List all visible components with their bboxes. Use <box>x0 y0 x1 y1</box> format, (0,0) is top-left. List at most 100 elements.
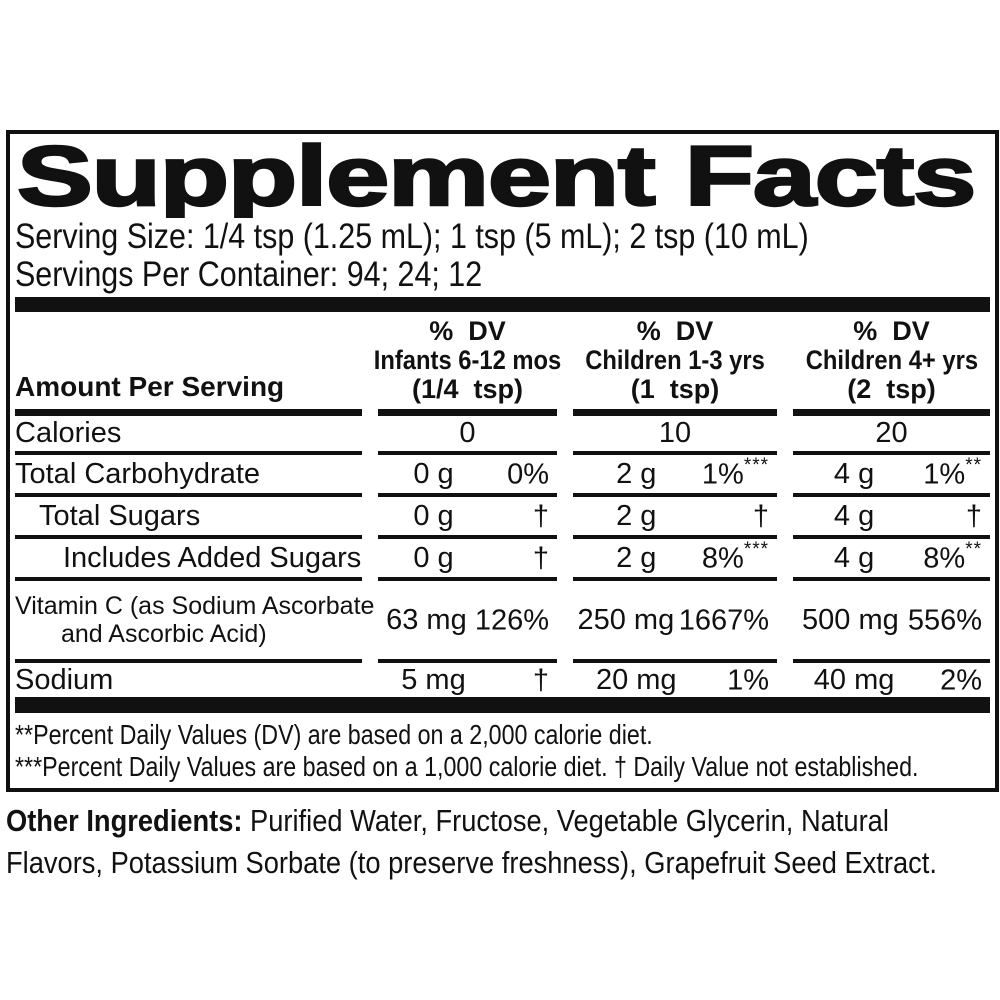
title-wrap: Supplement Facts <box>15 128 995 224</box>
group-label: Children 1-3 yrs <box>585 345 765 375</box>
amount: 4 g <box>833 499 875 532</box>
footnote-2000-calorie: **Percent Daily Values (DV) are based on… <box>15 719 828 751</box>
header-col-children-4plus: % DV Children 4+ yrs (2 tsp) <box>793 312 990 409</box>
dv-value: 1667% <box>678 604 769 637</box>
cell-children-1-3: 2 g 1%*** <box>573 451 777 493</box>
other-ingredients-label: Other Ingredients: <box>6 803 243 838</box>
header-amount-per-serving: Amount Per Serving <box>15 312 362 409</box>
table-row-includes-added-sugars: Includes Added Sugars 0 g † 2 g 8%*** 4 … <box>15 535 990 577</box>
amount: 4 g <box>833 457 875 490</box>
cell-children-1-3: 2 g 8%*** <box>573 535 777 577</box>
row-label-line2: and Ascorbic Acid) <box>61 620 267 648</box>
amount: 0 g <box>413 457 454 490</box>
amount: 2 g <box>616 541 657 574</box>
dv-value: † <box>532 500 549 533</box>
header-col-infants: % DV Infants 6-12 mos (1/4 tsp) <box>374 312 561 409</box>
serving-label: (1/4 tsp) <box>411 374 524 404</box>
table-row-vitamin-c: Vitamin C (as Sodium Ascorbate and Ascor… <box>15 577 990 659</box>
serving-size: Serving Size: 1/4 tsp (1.25 mL); 1 tsp (… <box>15 217 809 256</box>
header-col-children-1-3: % DV Children 1-3 yrs (1 tsp) <box>573 312 777 409</box>
dv-label: % DV <box>853 316 930 346</box>
footnote-marker: *** <box>743 538 769 560</box>
cell-children-4plus: 4 g 1%** <box>793 451 990 493</box>
servings-per-container: Servings Per Container: 94; 24; 12 <box>15 255 483 294</box>
footnote-text: Percent Daily Values (DV) are based on a… <box>33 719 653 750</box>
amount: 4 g <box>833 541 875 574</box>
cell-children-1-3: 2 g † <box>573 493 777 535</box>
amount: 0 g <box>413 541 454 574</box>
other-ingredients-line1: Purified Water, Fructose, Vegetable Glyc… <box>242 803 889 838</box>
cell-infants: 0 g 0% <box>378 451 557 493</box>
cell-children-1-3: 20 mg 1% <box>573 659 777 698</box>
amount: 63 mg <box>386 603 467 636</box>
cell-children-4plus: 4 g 8%** <box>793 535 990 577</box>
cell-children-4plus: 500 mg 556% <box>793 577 990 659</box>
divider-bar-bottom <box>15 697 990 713</box>
row-label: Total Sugars <box>39 499 201 532</box>
serving-label: (2 tsp) <box>847 374 936 404</box>
dv-value: 8% <box>701 542 744 575</box>
calories-infants: 0 <box>378 409 557 451</box>
group-label: Infants 6-12 mos <box>373 345 562 375</box>
calories-children-4plus: 20 <box>793 409 990 451</box>
dv-value: † <box>752 500 769 533</box>
row-label: Total Carbohydrate <box>15 457 261 490</box>
amount: 40 mg <box>813 663 895 696</box>
dv-value: † <box>532 664 549 697</box>
dv-value: 1% <box>727 664 769 697</box>
footnotes: **Percent Daily Values (DV) are based on… <box>15 719 995 783</box>
dv-value: 1% <box>701 458 744 491</box>
dv-value: † <box>532 542 549 575</box>
group-label: Children 4+ yrs <box>805 345 978 375</box>
table-row-sodium: Sodium 5 mg † 20 mg 1% 40 mg 2% <box>15 659 990 697</box>
amount: 2 g <box>616 499 657 532</box>
row-label-line1: Vitamin C (as Sodium Ascorbate <box>15 592 375 620</box>
amount: 250 mg <box>577 603 675 636</box>
dv-value: 2% <box>940 664 982 697</box>
footnote-1000-calorie: ***Percent Daily Values are based on a 1… <box>15 751 918 783</box>
dv-value: 8% <box>923 542 966 575</box>
amount: 500 mg <box>802 603 899 636</box>
page-title: Supplement Facts <box>17 138 975 218</box>
footnote-marker: *** <box>743 454 769 476</box>
row-label: Sodium <box>15 663 114 696</box>
table-header-row: Amount Per Serving % DV Infants 6-12 mos… <box>15 312 990 409</box>
dv-value: 556% <box>907 604 982 637</box>
footnote-marker: *** <box>15 751 43 782</box>
cell-children-4plus: 4 g † <box>793 493 990 535</box>
divider-bar-top <box>15 297 990 312</box>
table-row-total-carbohydrate: Total Carbohydrate 0 g 0% 2 g 1%*** 4 g … <box>15 451 990 493</box>
other-ingredients-section: Other Ingredients: Purified Water, Fruct… <box>6 800 998 884</box>
amount: 20 mg <box>595 663 677 696</box>
footnote-marker: ** <box>965 454 982 476</box>
footnote-marker: ** <box>15 719 34 750</box>
row-label: Calories <box>15 417 122 449</box>
cell-children-1-3: 250 mg 1667% <box>573 577 777 659</box>
footnote-text: Percent Daily Values are based on a 1,00… <box>42 751 919 782</box>
table-row-total-sugars: Total Sugars 0 g † 2 g † 4 g † <box>15 493 990 535</box>
dv-value: 0% <box>507 458 549 491</box>
footnote-marker: ** <box>965 538 982 560</box>
cell-infants: 63 mg 126% <box>378 577 557 659</box>
amount-per-serving-label: Amount Per Serving <box>15 371 285 402</box>
row-label: Includes Added Sugars <box>63 541 362 574</box>
dv-label: % DV <box>636 316 714 346</box>
dv-value: 126% <box>474 604 549 637</box>
other-ingredients-line2: Flavors, Potassium Sorbate (to preserve … <box>6 845 937 880</box>
cell-children-4plus: 40 mg 2% <box>793 659 990 698</box>
amount: 2 g <box>616 457 657 490</box>
cell-infants: 5 mg † <box>378 659 557 698</box>
dv-label: % DV <box>429 316 506 346</box>
serving-label: (1 tsp) <box>630 374 720 404</box>
cell-infants: 0 g † <box>378 535 557 577</box>
amount: 5 mg <box>401 663 466 696</box>
supplement-facts-panel: Supplement Facts Serving Size: 1/4 tsp (… <box>6 128 999 792</box>
amount: 0 g <box>413 499 454 532</box>
dv-value: † <box>965 500 982 533</box>
calories-children-1-3: 10 <box>573 409 777 451</box>
cell-infants: 0 g † <box>378 493 557 535</box>
table-row-calories: Calories 0 10 20 <box>15 409 990 451</box>
dv-value: 1% <box>923 458 966 491</box>
title-svg: Supplement Facts <box>16 128 977 224</box>
